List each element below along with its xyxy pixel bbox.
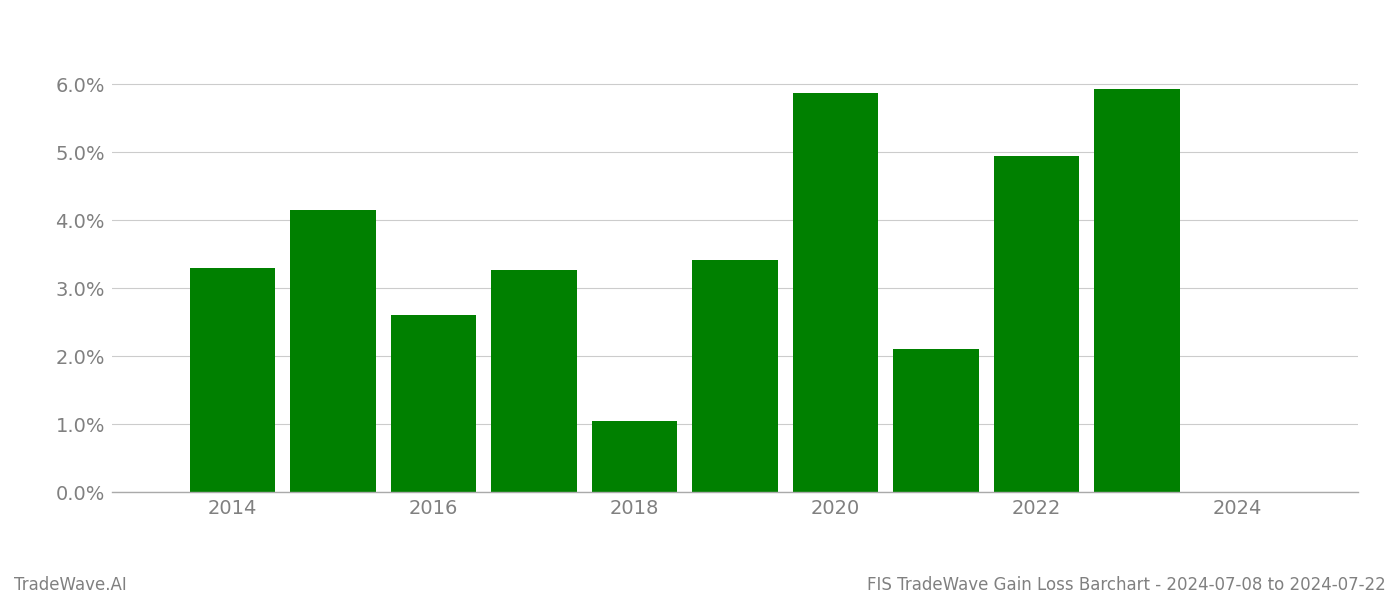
Bar: [994, 155, 1079, 492]
Bar: [893, 349, 979, 492]
Bar: [491, 270, 577, 492]
Bar: [692, 260, 778, 492]
Bar: [290, 210, 375, 492]
Text: TradeWave.AI: TradeWave.AI: [14, 576, 127, 594]
Bar: [792, 93, 878, 492]
Bar: [592, 421, 678, 492]
Bar: [391, 316, 476, 492]
Bar: [190, 268, 276, 492]
Bar: [1095, 89, 1180, 492]
Text: FIS TradeWave Gain Loss Barchart - 2024-07-08 to 2024-07-22: FIS TradeWave Gain Loss Barchart - 2024-…: [867, 576, 1386, 594]
